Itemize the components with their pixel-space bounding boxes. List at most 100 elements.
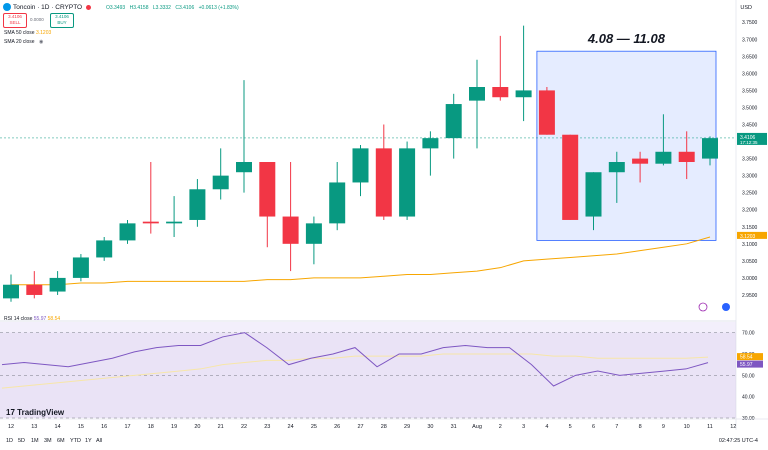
rsi-ma-line — [1, 353, 709, 389]
candle-body — [142, 221, 159, 224]
time-tick-label: Aug — [472, 424, 482, 430]
buy-price: 3.4106 — [55, 14, 69, 19]
ohlc-readout: O3.3493 H3.4158 L3.3332 C3.4106 +0.0613 … — [106, 5, 242, 11]
price-tick-label: 3.7000 — [742, 37, 758, 43]
rsi-label: RSI 14 close — [4, 316, 33, 322]
tradingview-logo[interactable]: 17 TradingView — [6, 408, 64, 417]
time-tick-label: 12 — [8, 424, 14, 430]
candle-body — [305, 223, 322, 244]
candle-body — [282, 216, 299, 244]
rsi-pane-background — [0, 322, 736, 418]
range-1m[interactable]: 1M — [31, 438, 39, 444]
symbol-title[interactable]: Toncoin · 1D · CRYPTO — [13, 4, 83, 11]
time-tick-label: 27 — [357, 424, 363, 430]
sma50-label: SMA 50 close — [4, 30, 35, 36]
event-lightning-icon — [698, 302, 708, 312]
range-5d[interactable]: 5D — [18, 438, 26, 444]
range-1d[interactable]: 1D — [6, 438, 14, 444]
rsi-value: 55.97 — [33, 316, 47, 322]
toncoin-logo-icon — [3, 3, 11, 11]
rsi-ma-value: 58.54 — [47, 316, 61, 322]
time-tick-label: 29 — [404, 424, 410, 430]
sma50-legend[interactable]: SMA 50 close 3.1203 — [4, 30, 51, 36]
candle-body — [329, 182, 346, 224]
sell-button[interactable]: 3.4106 SELL — [3, 13, 27, 28]
price-tick-label: 3.6000 — [742, 71, 758, 77]
price-tick-label: 3.7500 — [742, 20, 758, 26]
price-tick-label: 3.5500 — [742, 88, 758, 94]
rsi-legend[interactable]: RSI 14 close 55.97 58.54 — [4, 316, 60, 322]
price-tick-label: 3.2500 — [742, 191, 758, 197]
time-tick-label: 28 — [381, 424, 387, 430]
time-tick-label: 26 — [334, 424, 340, 430]
candle-body — [422, 138, 439, 149]
time-tick-label: 5 — [569, 424, 572, 430]
range-ytd[interactable]: YTD — [70, 438, 81, 444]
time-tick-label: 3 — [522, 424, 525, 430]
range-1y[interactable]: 1Y — [85, 438, 92, 444]
sma20-legend[interactable]: SMA 20 close ◉ — [4, 39, 43, 45]
sma50-value: 3.1203 — [35, 30, 52, 36]
time-tick-label: 7 — [615, 424, 618, 430]
time-tick-label: 10 — [684, 424, 690, 430]
currency-label[interactable]: USD — [740, 5, 752, 11]
time-tick-label: 12 — [730, 424, 736, 430]
tradingview-logo-icon: 17 — [6, 408, 15, 417]
time-tick-label: 19 — [171, 424, 177, 430]
utc-clock[interactable]: 02:47:25 UTC-4 — [718, 438, 758, 444]
candle-body — [678, 151, 695, 162]
rsi-line — [1, 332, 709, 387]
range-3m[interactable]: 3M — [44, 438, 52, 444]
sma20-label: SMA 20 close — [4, 39, 35, 45]
time-tick-label: 13 — [31, 424, 37, 430]
time-tick-label: 14 — [55, 424, 61, 430]
buy-label: BUY — [57, 20, 67, 25]
visibility-eye-icon[interactable]: ◉ — [38, 39, 44, 45]
candle-body — [49, 277, 66, 292]
price-tick-label: 3.2000 — [742, 208, 758, 214]
open-value: O3.3493 — [106, 5, 126, 11]
time-tick-label: 9 — [662, 424, 665, 430]
candle-body — [119, 223, 136, 241]
price-tick-label: 3.6500 — [742, 54, 758, 60]
market-status-icon — [86, 5, 91, 10]
range-all[interactable]: All — [96, 438, 103, 444]
time-tick-label: 25 — [311, 424, 317, 430]
buy-button[interactable]: 3.4106 BUY — [50, 13, 74, 28]
candle-body — [96, 240, 113, 258]
rsi-tag: 55.97 — [740, 362, 753, 368]
price-tick-label: 3.3000 — [742, 174, 758, 180]
time-tick-label: 4 — [545, 424, 548, 430]
candle-body — [72, 257, 89, 278]
candle-body — [608, 162, 625, 173]
time-tick-label: 16 — [101, 424, 107, 430]
time-tick-label: 21 — [218, 424, 224, 430]
flag-icon — [722, 303, 730, 311]
chart-header: Toncoin · 1D · CRYPTO O3.3493 H3.4158 L3… — [0, 0, 768, 14]
candle-body — [259, 162, 276, 217]
candle-body — [445, 104, 462, 139]
time-tick-label: 11 — [707, 424, 713, 430]
candle-body — [212, 175, 229, 190]
range-6m[interactable]: 6M — [57, 438, 65, 444]
last-price-tag-bg — [737, 132, 767, 145]
time-tick-label: 20 — [194, 424, 200, 430]
tradingview-brand: TradingView — [17, 408, 65, 417]
low-value: L3.3332 — [152, 5, 171, 11]
candle-body — [562, 134, 579, 220]
rsi-tick-label: 70.00 — [742, 331, 755, 337]
time-tick-label: 8 — [639, 424, 642, 430]
time-tick-label: 15 — [78, 424, 84, 430]
candle-body — [585, 172, 602, 217]
price-tick-label: 3.1000 — [742, 242, 758, 248]
time-tick-label: 31 — [451, 424, 457, 430]
sell-price: 3.4106 — [8, 14, 22, 19]
candle-body — [655, 151, 672, 164]
time-tick-label: 23 — [264, 424, 270, 430]
time-tick-label: 6 — [592, 424, 595, 430]
candle-body — [515, 90, 532, 98]
time-tick-label: 30 — [427, 424, 433, 430]
price-tick-label: 3.0500 — [742, 259, 758, 265]
price-tick-label: 3.4500 — [742, 123, 758, 129]
